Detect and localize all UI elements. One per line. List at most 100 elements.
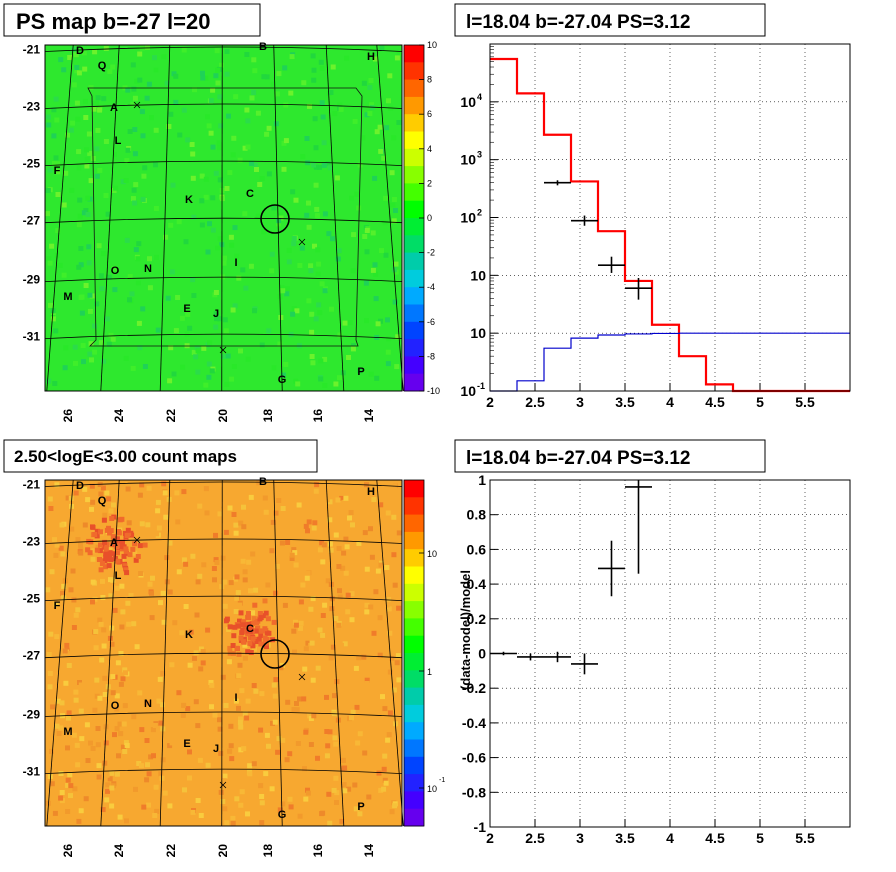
ps-map-pixel xyxy=(127,274,133,280)
ps-map-pixel xyxy=(171,371,177,377)
cnt-map-pixel xyxy=(117,814,123,820)
colorbar-swatch xyxy=(404,183,424,202)
cnt-map-pixel xyxy=(386,596,392,602)
ps-map-pixel xyxy=(337,102,343,108)
colorbar-swatch xyxy=(404,269,424,288)
ps-map-pixel xyxy=(281,372,286,378)
ps-map-pixel xyxy=(73,360,78,366)
cnt-map-pixel xyxy=(58,545,64,551)
ps-map-pixel xyxy=(273,121,279,127)
cnt-map-pixel xyxy=(323,688,329,694)
cnt-map-pixel xyxy=(320,779,326,785)
ps-map-pixel xyxy=(291,236,297,241)
ps-map-pixel xyxy=(92,49,98,55)
cnt-map-pixel xyxy=(147,581,153,587)
cnt-map-pixel xyxy=(78,542,83,548)
source-label-M: M xyxy=(63,291,72,303)
cnt-map-pixel xyxy=(293,622,299,628)
cnt-map-pixel xyxy=(197,757,203,763)
ps-map-pixel xyxy=(314,213,320,219)
source-label-K: K xyxy=(185,194,193,206)
cnt-map-pixel xyxy=(336,546,342,551)
cnt-map-pixel xyxy=(212,577,217,583)
cnt-map-pixel xyxy=(102,512,108,518)
ps-map-pixel xyxy=(364,228,370,233)
cnt-map-pixel xyxy=(242,577,248,583)
cnt-map-pixel xyxy=(144,777,150,783)
colorbar-swatch xyxy=(404,566,424,585)
count-map-hotspot-pixel xyxy=(102,539,108,545)
count-map-hotspot-pixel xyxy=(246,615,252,621)
count-map-hotspot-pixel xyxy=(241,619,247,625)
cnt-map-pixel xyxy=(305,570,311,576)
cnt-map-pixel xyxy=(245,811,250,817)
cnt-map-pixel xyxy=(327,651,333,656)
cnt-map-pixel xyxy=(218,789,224,795)
count-map-hotspot-pixel xyxy=(114,543,120,549)
cnt-map-pixel xyxy=(50,704,56,710)
cnt-map-pixel xyxy=(344,740,350,746)
cnt-map-pixel xyxy=(392,803,398,809)
cnt-map-pixel xyxy=(298,620,304,626)
ps-map-pixel xyxy=(252,68,258,74)
cnt-map-pixel xyxy=(270,519,276,525)
ps-map-pixel xyxy=(164,80,170,86)
ps-map-pixel xyxy=(87,351,93,357)
cnt-map-pixel xyxy=(71,732,77,738)
ps-map-pixel xyxy=(383,252,389,258)
cnt-map-pixel xyxy=(144,700,150,706)
cnt-map-pixel xyxy=(371,630,377,636)
colorbar-swatch xyxy=(404,356,424,375)
cnt-map-pixel xyxy=(109,641,115,647)
cnt-map-pixel xyxy=(303,646,309,652)
ps-map-pixel xyxy=(311,67,317,73)
ps-map-pixel xyxy=(309,311,315,317)
ps-map-pixel xyxy=(357,368,363,374)
cnt-map-pixel xyxy=(236,705,241,711)
cnt-map-pixel xyxy=(200,660,206,666)
cnt-map-pixel xyxy=(58,725,64,731)
residual-x-tick-label: 2.5 xyxy=(525,830,545,846)
cnt-map-pixel xyxy=(324,753,330,759)
cnt-map-pixel xyxy=(297,813,303,819)
residual-panel: l=18.04 b=-27.04 PS=3.12 2 2.5 3 3.5 4 4.5 5 5.… xyxy=(454,439,851,846)
cnt-map-pixel xyxy=(238,802,244,808)
spectrum-x-tick-label: 2 xyxy=(486,394,494,410)
ps-map-pixel xyxy=(123,178,129,183)
cnt-map-longitude-line xyxy=(46,479,74,827)
cnt-map-cross-marker xyxy=(219,781,227,789)
ps-map-pixel xyxy=(280,288,286,294)
cnt-map-pixel xyxy=(122,667,128,673)
cnt-map-pixel xyxy=(315,755,320,761)
cnt-map-pixel xyxy=(357,811,363,817)
ps-map-pixel xyxy=(379,45,385,51)
cnt-map-pixel xyxy=(227,645,233,651)
cnt-map-pixel xyxy=(132,550,138,556)
ps-map-pixel xyxy=(237,157,243,163)
ps-map-pixel xyxy=(86,260,92,266)
source-label-N: N xyxy=(144,698,152,710)
ps-map-pixel xyxy=(173,328,179,334)
cnt-map-pixel xyxy=(69,526,75,532)
source-label-B: B xyxy=(259,476,267,488)
ps-map-pixel xyxy=(206,374,212,380)
cnt-map-pixel xyxy=(228,723,234,729)
ps-map-pixel xyxy=(161,54,167,60)
cnt-map-pixel xyxy=(383,780,389,786)
colorbar-tick-label: 2 xyxy=(427,178,432,188)
cnt-map-pixel xyxy=(303,729,309,735)
cnt-map-pixel xyxy=(90,499,96,505)
colorbar-swatch xyxy=(404,618,424,637)
cnt-map-pixel xyxy=(83,796,89,802)
colorbar-swatch xyxy=(404,497,424,516)
cnt-map-pixel xyxy=(102,760,108,766)
cnt-map-pixel xyxy=(348,510,354,515)
cnt-map-pixel xyxy=(231,770,236,775)
colorbar-swatch xyxy=(404,373,424,392)
cnt-map-pixel xyxy=(291,707,297,712)
spectrum-y-tick-label: 10 xyxy=(460,152,476,168)
ps-map-pixel xyxy=(244,107,250,113)
cnt-map-pixel xyxy=(47,684,53,690)
cnt-map-pixel xyxy=(75,607,81,613)
ps-map-pixel xyxy=(137,51,143,57)
